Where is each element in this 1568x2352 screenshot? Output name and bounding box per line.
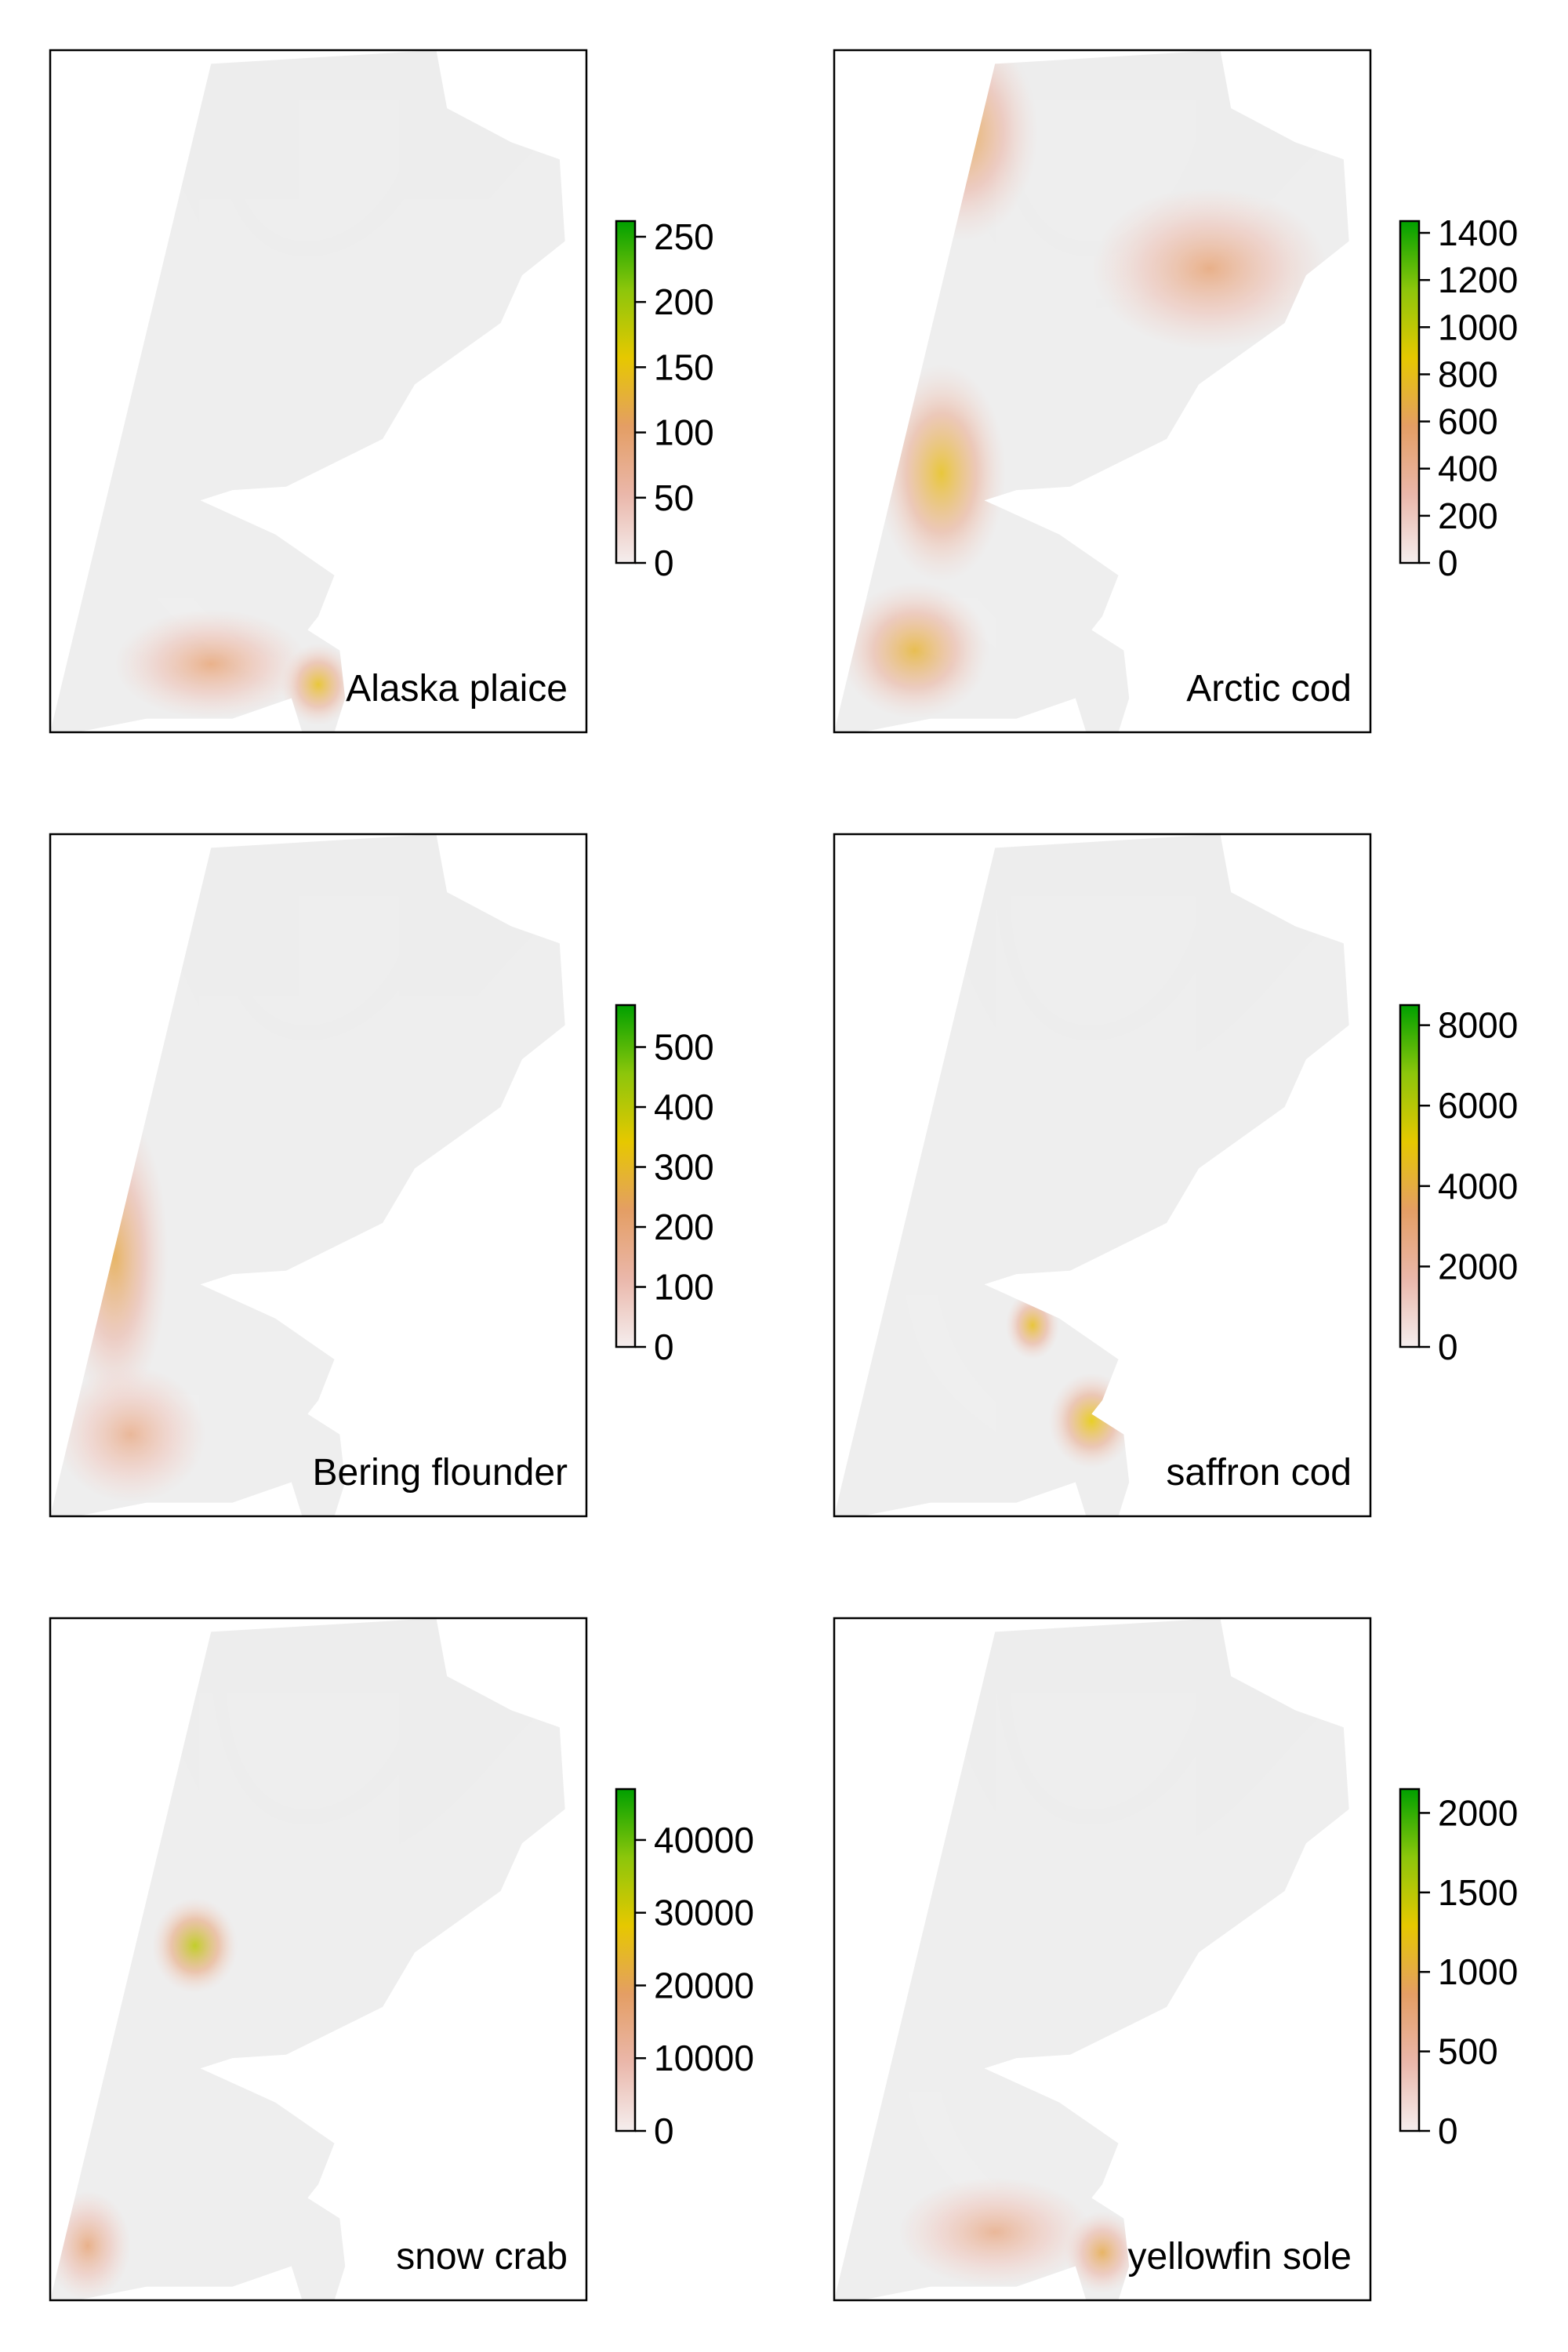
legend-tick-label: 800 [1438,354,1498,394]
legend-tick-label: 400 [1438,448,1498,489]
legend-tick-label: 0 [654,2111,674,2151]
species-label: Alaska plaice [346,668,568,710]
panel-arctic-cod: Arctic cod 0 200 400 600 800 1000 1200 1400 [833,49,1518,734]
species-label: saffron cod [1166,1452,1352,1494]
legend-tick-label: 1400 [1438,212,1518,253]
color-legend: 0 10000 20000 30000 40000 [615,1788,754,2151]
legend-tick-label: 2000 [1438,1246,1518,1287]
legend-tick-label: 100 [654,412,714,453]
panel-snow-crab: snow crab 0 10000 20000 30000 40000 [49,1617,754,2302]
legend-tick-label: 1000 [1438,307,1518,347]
legend-tick-label: 400 [654,1087,714,1127]
legend-colorbar [615,1788,637,2132]
panels: Alaska plaice 0 50 100 150 200 250 Arctic cod 0 2… [49,49,1518,2302]
map-region [50,834,565,1516]
legend-tick-label: 6000 [1438,1085,1518,1126]
legend-tick-label: 30000 [654,1893,754,1933]
legend-tick-label: 200 [654,281,714,322]
legend-tick-label: 200 [1438,495,1498,536]
legend-tick-label: 50 [654,477,694,518]
legend-tick-label: 1200 [1438,260,1518,300]
legend-tick-label: 100 [654,1267,714,1308]
color-legend: 0 100 200 300 400 500 [615,1004,714,1367]
map-region [50,50,565,732]
legend-tick-label: 20000 [654,1965,754,2005]
panel-alaska-plaice: Alaska plaice 0 50 100 150 200 250 [49,49,714,734]
color-legend: 0 200 400 600 800 1000 1200 1400 [1399,212,1518,583]
legend-tick-label: 40000 [654,1820,754,1860]
legend-tick-label: 0 [1438,543,1458,583]
color-legend: 0 50 100 150 200 250 [615,216,714,583]
legend-colorbar [615,220,637,564]
map-region [834,1618,1349,2300]
legend-tick-label: 8000 [1438,1005,1518,1046]
legend-tick-label: 0 [1438,2111,1458,2151]
color-legend: 0 2000 4000 6000 8000 [1399,1004,1518,1367]
map-region [834,834,1349,1516]
species-label: Bering flounder [312,1452,568,1494]
legend-tick-label: 1500 [1438,1872,1518,1913]
panel-saffron-cod: saffron cod 0 2000 4000 6000 8000 [833,833,1518,1518]
legend-tick-label: 0 [654,1327,674,1367]
legend-tick-label: 250 [654,216,714,257]
species-label: Arctic cod [1186,668,1352,710]
legend-colorbar [1399,1788,1421,2132]
map-frame [833,49,1372,734]
legend-tick-label: 0 [654,543,674,583]
legend-tick-label: 500 [1438,2031,1498,2072]
map-frame [833,833,1372,1518]
legend-tick-label: 4000 [1438,1166,1518,1207]
panel-yellowfin-sole: yellowfin sole 0 500 1000 1500 2000 [833,1617,1518,2302]
species-label: snow crab [396,2236,568,2278]
map-frame [833,1617,1372,2302]
map-frame [49,833,588,1518]
map-frame [49,1617,588,2302]
legend-colorbar [1399,1004,1421,1348]
species-label: yellowfin sole [1128,2236,1352,2278]
legend-tick-label: 150 [654,347,714,387]
legend-tick-label: 10000 [654,2038,754,2078]
legend-tick-label: 500 [654,1027,714,1068]
legend-tick-label: 2000 [1438,1792,1518,1833]
legend-tick-label: 1000 [1438,1951,1518,1992]
legend-tick-label: 300 [654,1147,714,1188]
legend-colorbar [615,1004,637,1348]
map-region [50,1618,565,2300]
legend-tick-label: 0 [1438,1327,1458,1367]
map-frame [49,49,588,734]
map-region [834,50,1349,732]
legend-tick-label: 200 [654,1207,714,1247]
legend-tick-label: 600 [1438,401,1498,442]
legend-colorbar [1399,220,1421,564]
panel-bering-flounder: Bering flounder 0 100 200 300 400 500 [49,833,714,1518]
color-legend: 0 500 1000 1500 2000 [1399,1788,1518,2151]
